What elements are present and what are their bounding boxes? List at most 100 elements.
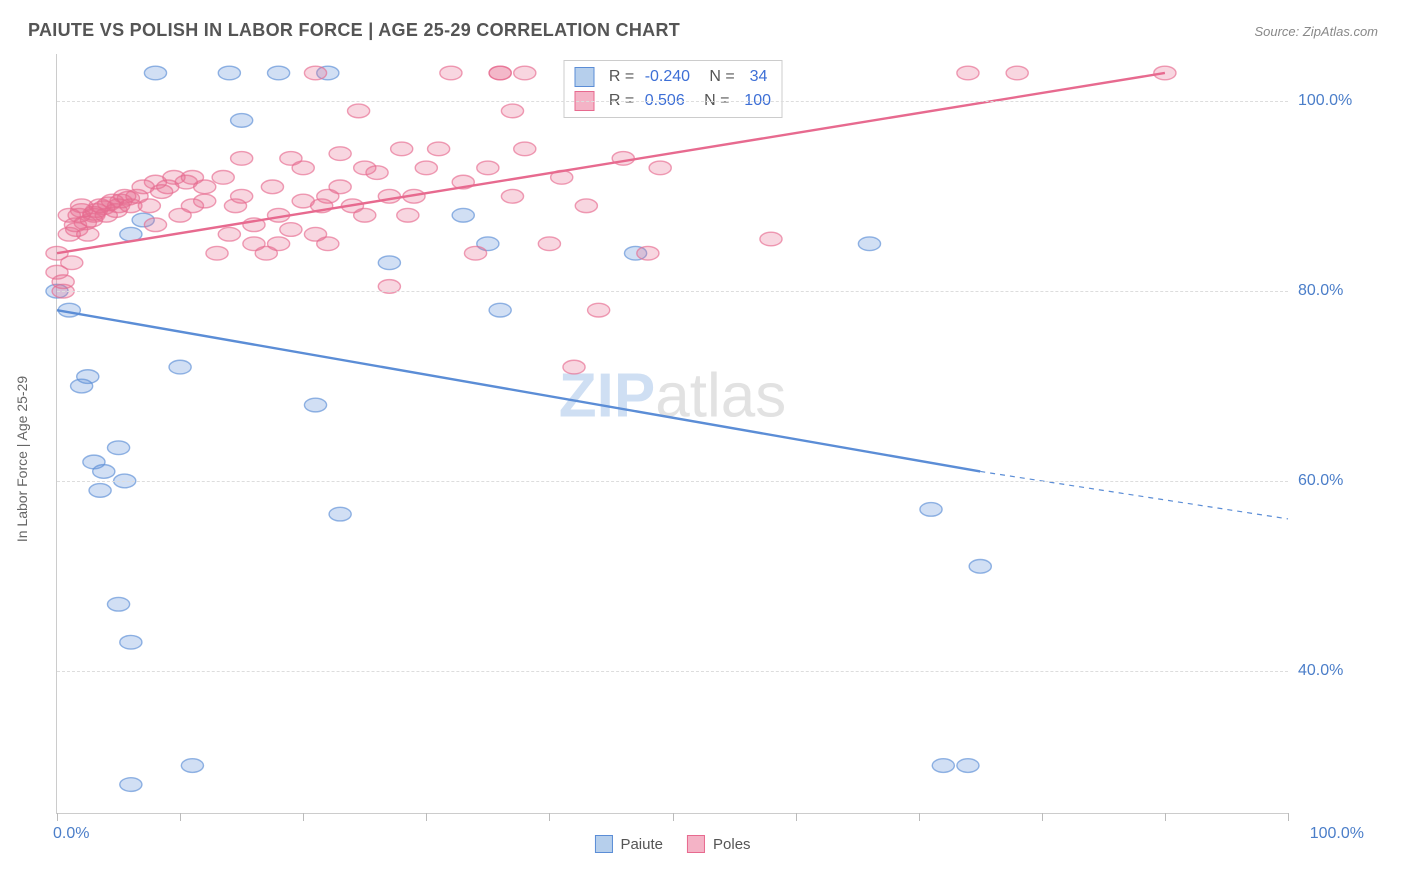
data-point-poles — [489, 66, 511, 80]
data-point-paiute — [268, 66, 290, 80]
data-point-poles — [957, 66, 979, 80]
data-point-paiute — [858, 237, 880, 251]
data-point-paiute — [120, 635, 142, 649]
data-point-paiute — [957, 759, 979, 773]
gridline-h — [57, 291, 1288, 292]
scatter-svg — [57, 54, 1288, 813]
data-point-poles — [329, 147, 351, 161]
x-tick — [180, 813, 181, 821]
x-axis-min-label: 0.0% — [53, 825, 89, 843]
data-point-poles — [514, 66, 536, 80]
x-tick — [919, 813, 920, 821]
data-point-poles — [354, 208, 376, 222]
data-point-poles — [415, 161, 437, 175]
data-point-poles — [329, 180, 351, 194]
data-point-paiute — [304, 398, 326, 412]
x-tick — [673, 813, 674, 821]
data-point-paiute — [932, 759, 954, 773]
data-point-poles — [477, 161, 499, 175]
chart-container: In Labor Force | Age 25-29 ZIPatlas R = … — [28, 54, 1378, 864]
data-point-poles — [538, 237, 560, 251]
x-tick — [549, 813, 550, 821]
data-point-poles — [1154, 66, 1176, 80]
y-tick-label: 100.0% — [1298, 92, 1368, 110]
data-point-poles — [231, 189, 253, 203]
stats-legend-box: R = -0.240 N = 34 R = 0.506 N = 100 — [563, 60, 782, 118]
data-point-paiute — [89, 484, 111, 498]
data-point-paiute — [452, 208, 474, 222]
data-point-paiute — [378, 256, 400, 270]
data-point-poles — [760, 232, 782, 246]
gridline-h — [57, 101, 1288, 102]
stats-row: R = -0.240 N = 34 — [574, 65, 771, 89]
data-point-poles — [280, 223, 302, 237]
data-point-poles — [575, 199, 597, 213]
plot-area: ZIPatlas R = -0.240 N = 34 R = 0.506 N =… — [56, 54, 1288, 814]
x-tick — [57, 813, 58, 821]
data-point-paiute — [231, 114, 253, 128]
data-point-poles — [366, 166, 388, 180]
gridline-h — [57, 671, 1288, 672]
r-value: -0.240 — [645, 65, 690, 89]
data-point-poles — [391, 142, 413, 156]
data-point-paiute — [107, 597, 129, 611]
legend-label: Poles — [713, 836, 751, 853]
regression-line-paiute — [57, 310, 980, 471]
data-point-poles — [514, 142, 536, 156]
data-point-poles — [77, 227, 99, 241]
data-point-poles — [292, 161, 314, 175]
data-point-poles — [348, 104, 370, 118]
x-tick — [303, 813, 304, 821]
legend-label: Paiute — [620, 836, 663, 853]
data-point-poles — [194, 180, 216, 194]
data-point-poles — [649, 161, 671, 175]
x-tick — [426, 813, 427, 821]
y-tick-label: 80.0% — [1298, 282, 1368, 300]
data-point-poles — [588, 303, 610, 317]
n-value: 34 — [745, 65, 767, 89]
data-point-poles — [261, 180, 283, 194]
data-point-poles — [464, 246, 486, 260]
data-point-paiute — [93, 465, 115, 479]
data-point-paiute — [77, 370, 99, 384]
data-point-poles — [144, 218, 166, 232]
data-point-paiute — [969, 559, 991, 573]
gridline-h — [57, 481, 1288, 482]
data-point-poles — [304, 66, 326, 80]
data-point-poles — [206, 246, 228, 260]
data-point-poles — [317, 237, 339, 251]
data-point-poles — [440, 66, 462, 80]
legend-item: Poles — [687, 835, 751, 853]
data-point-poles — [501, 189, 523, 203]
data-point-paiute — [181, 759, 203, 773]
chart-title: PAIUTE VS POLISH IN LABOR FORCE | AGE 25… — [28, 20, 680, 41]
data-point-poles — [563, 360, 585, 374]
data-point-paiute — [107, 441, 129, 455]
x-tick — [1165, 813, 1166, 821]
data-point-paiute — [169, 360, 191, 374]
series-legend: Paiute Poles — [594, 835, 750, 853]
data-point-paiute — [329, 507, 351, 521]
data-point-poles — [61, 256, 83, 270]
x-tick — [1042, 813, 1043, 821]
legend-item: Paiute — [594, 835, 663, 853]
data-point-paiute — [489, 303, 511, 317]
source-label: Source: ZipAtlas.com — [1254, 24, 1378, 39]
x-tick — [796, 813, 797, 821]
data-point-paiute — [920, 503, 942, 517]
data-point-poles — [397, 208, 419, 222]
data-point-paiute — [120, 778, 142, 792]
data-point-poles — [1006, 66, 1028, 80]
data-point-poles — [637, 246, 659, 260]
data-point-paiute — [218, 66, 240, 80]
data-point-poles — [138, 199, 160, 213]
data-point-poles — [194, 194, 216, 208]
data-point-poles — [501, 104, 523, 118]
data-point-poles — [268, 237, 290, 251]
data-point-paiute — [144, 66, 166, 80]
swatch-icon — [687, 835, 705, 853]
swatch-icon — [574, 67, 594, 87]
y-tick-label: 60.0% — [1298, 472, 1368, 490]
data-point-poles — [218, 227, 240, 241]
regression-dash-paiute — [980, 471, 1288, 518]
